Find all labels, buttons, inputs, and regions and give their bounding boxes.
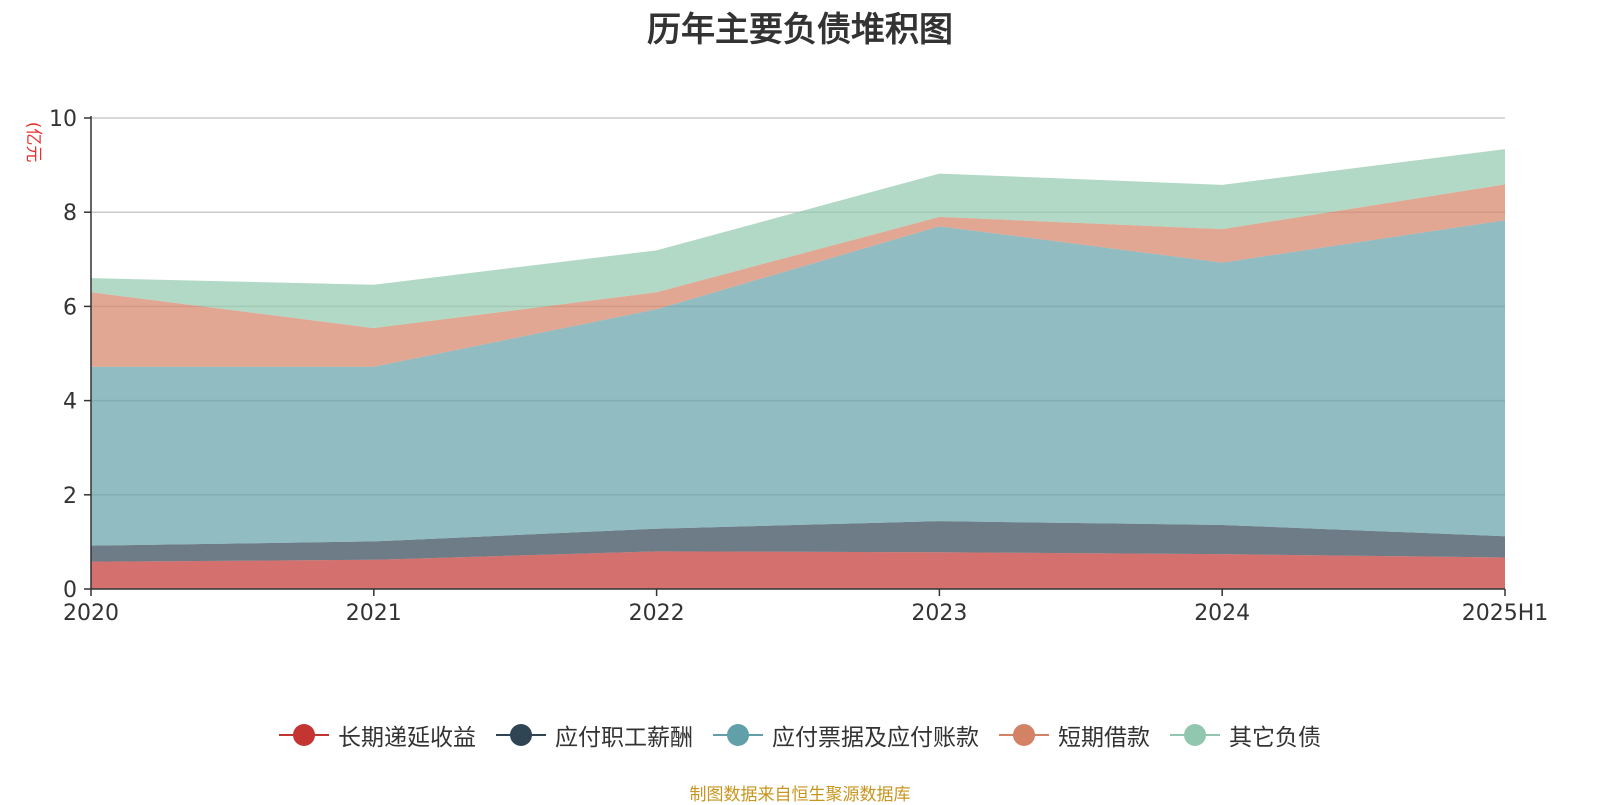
legend-item-5[interactable]: 其它负债 [1170, 718, 1321, 752]
legend-marker-icon [1170, 723, 1220, 747]
legend-marker-icon [279, 723, 329, 747]
legend-marker-icon [713, 723, 763, 747]
area-series-1[interactable] [91, 551, 1505, 589]
y-tick-label: 0 [63, 578, 77, 603]
legend-item-3[interactable]: 应付票据及应付账款 [713, 718, 979, 752]
y-tick-label: 8 [63, 201, 77, 226]
y-axis-unit-label: (亿元 [23, 122, 43, 163]
area-series-4[interactable] [91, 184, 1505, 367]
legend-item-4[interactable]: 短期借款 [999, 718, 1150, 752]
data-source-note: 制图数据来自恒生聚源数据库 [689, 785, 911, 805]
legend-label: 应付职工薪酬 [555, 725, 693, 751]
area-series [91, 149, 1505, 589]
legend-label: 短期借款 [1058, 725, 1150, 751]
legend: 长期递延收益 应付职工薪酬 应付票据及应付账款 短期借款 其它负债 [0, 718, 1600, 752]
legend-item-2[interactable]: 应付职工薪酬 [496, 718, 693, 752]
area-series-3[interactable] [91, 220, 1505, 546]
chart-title: 历年主要负债堆积图 [647, 10, 953, 50]
x-tick-label: 2024 [1194, 601, 1250, 626]
axes: 0 2 4 6 8 10 2020 2021 2022 2023 2024 2025H1 [49, 107, 1548, 626]
y-tick-label: 4 [63, 390, 77, 415]
legend-marker-icon [999, 723, 1049, 747]
x-tick-label: 2025H1 [1462, 601, 1549, 626]
legend-label: 长期递延收益 [338, 725, 476, 751]
legend-label: 其它负债 [1229, 725, 1321, 751]
y-tick-label: 2 [63, 484, 77, 509]
legend-label: 应付票据及应付账款 [772, 725, 979, 751]
x-tick-label: 2023 [911, 601, 967, 626]
x-tick-label: 2021 [346, 601, 402, 626]
legend-marker-icon [496, 723, 546, 747]
area-series-2[interactable] [91, 521, 1505, 562]
legend-item-1[interactable]: 长期递延收益 [279, 718, 476, 752]
y-tick-label: 6 [63, 295, 77, 320]
x-tick-label: 2022 [629, 601, 685, 626]
area-series-5[interactable] [91, 149, 1505, 329]
y-tick-label: 10 [49, 107, 77, 132]
x-tick-label: 2020 [63, 601, 119, 626]
